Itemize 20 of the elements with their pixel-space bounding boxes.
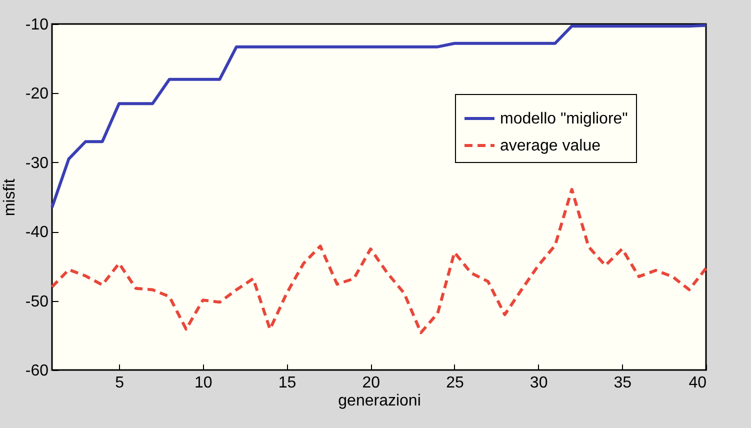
x-tick-label: 15 bbox=[278, 374, 296, 392]
legend-label: average value bbox=[500, 138, 601, 154]
y-tick-label: -20 bbox=[25, 86, 49, 103]
y-tick-label: -10 bbox=[25, 16, 49, 34]
x-tick-label: 40 bbox=[688, 374, 707, 392]
y-tick-label: -30 bbox=[25, 154, 49, 172]
y-tick-label: -60 bbox=[25, 362, 49, 380]
line-series bbox=[50, 188, 708, 334]
y-axis-title: misfit bbox=[1, 178, 18, 216]
x-tick-label: 25 bbox=[446, 374, 464, 392]
x-tick-label: 20 bbox=[362, 374, 380, 392]
y-tick-label: -40 bbox=[25, 224, 49, 242]
line-series bbox=[50, 24, 708, 209]
x-tick-label: 10 bbox=[194, 374, 212, 392]
x-tick-label: 5 bbox=[115, 374, 124, 392]
x-tick-label: 35 bbox=[614, 374, 632, 392]
x-tick-label: 30 bbox=[530, 374, 548, 392]
legend-label: modello "migliore" bbox=[500, 110, 628, 128]
x-axis-title: generazioni bbox=[338, 392, 421, 410]
y-tick-label: -50 bbox=[25, 293, 49, 310]
